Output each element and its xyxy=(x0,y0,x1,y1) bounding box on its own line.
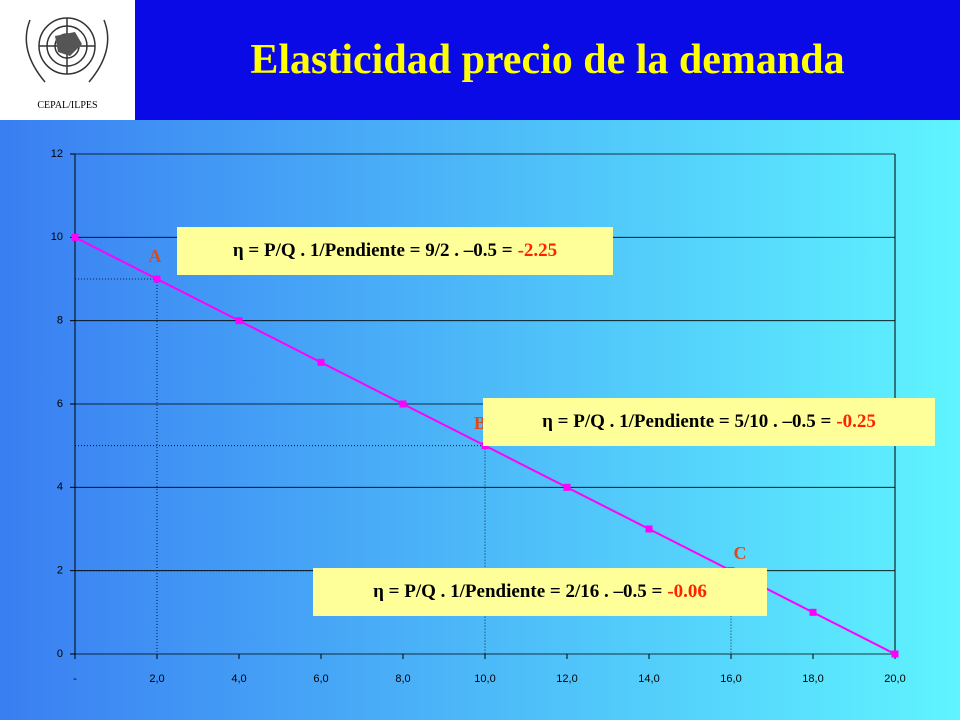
data-point xyxy=(153,275,161,283)
formula-box: η = P/Q . 1/Pendiente = 2/16 . –0.5 = -0.… xyxy=(313,568,767,616)
x-tick-label: 2,0 xyxy=(149,673,164,685)
data-point xyxy=(645,525,653,533)
un-logo xyxy=(25,17,109,83)
formula-box: η = P/Q . 1/Pendiente = 5/10 . –0.5 = -0.… xyxy=(483,398,935,446)
data-point xyxy=(809,608,817,616)
title-band: Elasticidad precio de la demanda xyxy=(135,0,960,120)
y-tick-label: 0 xyxy=(57,648,63,660)
elasticity-result: -0.06 xyxy=(667,581,707,602)
x-tick-label: 10,0 xyxy=(474,673,495,685)
x-tick-label: 6,0 xyxy=(313,673,328,685)
x-tick-label: 20,0 xyxy=(884,673,905,685)
formula: η = P/Q . 1/Pendiente = 9/2 . –0.5 = xyxy=(232,240,513,261)
elasticity-result: -2.25 xyxy=(517,240,558,261)
org-label: CEPAL/ILPES xyxy=(37,100,98,111)
title: Elasticidad precio de la demanda xyxy=(250,37,845,83)
y-tick-label: 8 xyxy=(57,315,63,327)
x-tick-label: 8,0 xyxy=(395,673,410,685)
x-tick-label: 18,0 xyxy=(802,673,823,685)
data-point xyxy=(891,650,899,658)
elasticity-result: -0.25 xyxy=(836,411,876,432)
formula-box: η = P/Q . 1/Pendiente = 9/2 . –0.5 = -2.2… xyxy=(177,227,613,275)
x-tick-label: 14,0 xyxy=(638,673,659,685)
x-tick-label: 16,0 xyxy=(720,673,741,685)
data-point xyxy=(235,317,243,325)
logo-area: CEPAL/ILPES xyxy=(0,0,135,120)
data-point xyxy=(563,483,571,491)
y-tick-label: 12 xyxy=(51,148,63,160)
data-point xyxy=(71,233,79,241)
formula: η = P/Q . 1/Pendiente = 2/16 . –0.5 = xyxy=(373,581,663,602)
y-tick-label: 4 xyxy=(57,481,63,493)
formula: η = P/Q . 1/Pendiente = 5/10 . –0.5 = xyxy=(542,411,832,432)
y-tick-label: 6 xyxy=(57,398,63,410)
x-tick-label: 12,0 xyxy=(556,673,577,685)
data-point xyxy=(399,400,407,408)
y-tick-label: 2 xyxy=(57,565,63,577)
point-label: A xyxy=(149,246,162,266)
x-tick-label: 4,0 xyxy=(231,673,246,685)
data-point xyxy=(317,358,325,366)
point-label: C xyxy=(734,543,747,563)
y-tick-label: 10 xyxy=(51,231,63,243)
x-tick-label: - xyxy=(73,673,77,685)
